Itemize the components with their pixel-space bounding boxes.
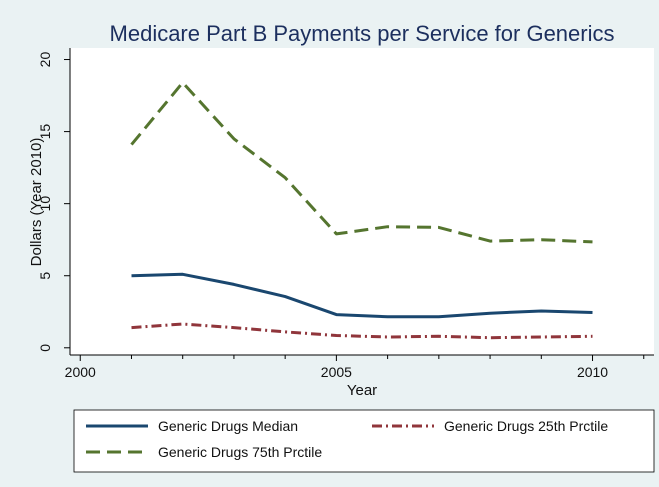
y-tick-label: 5: [37, 272, 53, 280]
series-line-2: [131, 322, 593, 340]
legend: Generic Drugs Median Generic Drugs 25th P…: [86, 418, 608, 460]
chart-title: Medicare Part B Payments per Service for…: [110, 21, 615, 46]
x-axis-label: Year: [347, 382, 377, 399]
y-tick-label: 0: [37, 344, 53, 352]
y-tick-label: 20: [37, 52, 53, 68]
series-lines: [130, 81, 593, 340]
legend-label-1: Generic Drugs Median: [158, 418, 298, 434]
series-line-3: [130, 81, 593, 244]
x-tick-label: 2000: [65, 364, 96, 380]
x-tick-label: 2005: [321, 364, 352, 380]
legend-label-3: Generic Drugs 75th Prctile: [158, 444, 322, 460]
series-line-1: [131, 272, 593, 319]
y-tick-label: 15: [37, 124, 53, 140]
y-axis-label: Dollars (Year 2010): [28, 138, 45, 267]
x-tick-label: 2010: [577, 364, 608, 380]
y-tick-label: 10: [37, 196, 53, 212]
plot-area: [70, 48, 654, 355]
legend-box: [73, 409, 655, 473]
legend-label-2: Generic Drugs 25th Prctile: [444, 418, 608, 434]
axis-ticks: 0 5 10 15 20 2000 2005 2010: [37, 52, 645, 380]
